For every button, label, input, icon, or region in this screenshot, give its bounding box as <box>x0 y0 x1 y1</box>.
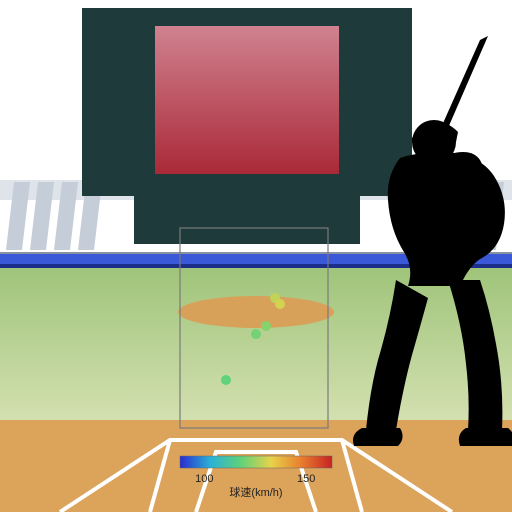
pitch-marker <box>275 299 285 309</box>
scoreboard-base <box>134 196 360 244</box>
pitch-location-chart: 100 150 球速(km/h) <box>0 0 512 512</box>
pitch-marker <box>251 329 261 339</box>
scoreboard-screen <box>155 26 339 174</box>
colorbar-label: 球速(km/h) <box>229 485 282 499</box>
mound <box>178 296 334 328</box>
outfield-grass <box>0 268 512 420</box>
colorbar-tick: 150 <box>297 473 315 485</box>
pitch-marker <box>261 321 271 331</box>
chart-svg: 100 150 球速(km/h) <box>0 0 512 512</box>
pitch-marker <box>221 375 231 385</box>
colorbar <box>180 456 332 468</box>
colorbar-tick: 100 <box>195 473 213 485</box>
